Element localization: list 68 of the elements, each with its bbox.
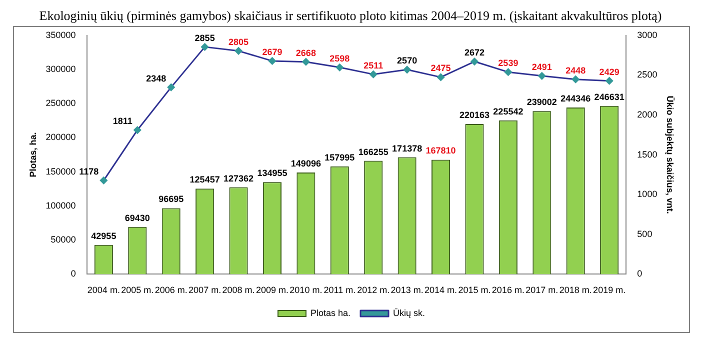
data-label: 2672 xyxy=(464,47,485,58)
data-label: 1811 xyxy=(112,116,132,126)
y-tick-label: 300000 xyxy=(46,64,76,74)
data-label: 220163 xyxy=(459,110,490,120)
x-tick-label: 2019 m. xyxy=(593,285,626,296)
y-tick-label: 250000 xyxy=(46,98,76,108)
data-label: 127362 xyxy=(224,173,254,184)
x-tick-label: 2005 m. xyxy=(121,285,154,296)
data-label: 2805 xyxy=(228,36,249,47)
y-tick-label: 350000 xyxy=(46,30,76,40)
data-label: 2348 xyxy=(146,73,166,84)
data-label: 171378 xyxy=(392,143,422,154)
data-label: 244346 xyxy=(560,93,591,104)
legend-label: Ūkių sk. xyxy=(393,308,426,318)
data-label: 167810 xyxy=(426,146,456,156)
y2-tick-label: 2000 xyxy=(637,109,658,120)
data-label: 2598 xyxy=(330,53,350,64)
x-tick-label: 2018 m. xyxy=(559,285,592,296)
x-tick-label: 2011 m. xyxy=(324,285,356,296)
y2-tick-label: 3000 xyxy=(637,30,658,40)
data-label: 2668 xyxy=(296,48,316,58)
y-tick-label: 50000 xyxy=(50,234,76,245)
y-axis-title: Plotas, ha. xyxy=(28,132,38,178)
data-label: 157995 xyxy=(324,152,355,162)
data-label: 125457 xyxy=(190,174,220,185)
y2-tick-label: 1500 xyxy=(637,149,658,160)
y2-axis-title: Ūkio subjektų skaičius, vnt. xyxy=(665,96,676,214)
y2-tick-label: 1000 xyxy=(637,189,658,200)
x-tick-label: 2010 m. xyxy=(290,285,322,296)
y-tick-label: 150000 xyxy=(46,166,76,176)
x-tick-label: 2016 m. xyxy=(492,285,524,296)
chart-title: Ekologinių ūkių (pirminės gamybos) skaičiaus ir sertifikuoto ploto kitimas 2004–2019 m. (įskaitant akvakultūros plotą) xyxy=(38,8,663,24)
y2-tick-label: 0 xyxy=(637,268,642,279)
data-label: 225542 xyxy=(493,106,524,116)
y2-tick-label: 500 xyxy=(637,228,652,239)
data-label: 2679 xyxy=(262,46,282,57)
data-label: 149096 xyxy=(290,158,321,168)
data-label: 2539 xyxy=(498,58,518,68)
data-label: 1178 xyxy=(79,166,99,176)
x-tick-label: 2004 m. xyxy=(87,285,120,296)
data-label: 42955 xyxy=(91,230,116,241)
x-tick-label: 2013 m. xyxy=(390,285,424,296)
data-label: 69430 xyxy=(124,212,150,223)
data-label: 2511 xyxy=(364,60,384,70)
data-label: 134955 xyxy=(257,168,288,178)
y-tick-label: 200000 xyxy=(46,132,76,142)
x-tick-label: 2006 m. xyxy=(154,285,188,296)
data-label: 96695 xyxy=(158,194,184,204)
y-tick-label: 0 xyxy=(70,268,76,279)
data-label: 2429 xyxy=(599,66,620,77)
x-tick-label: 2008 m. xyxy=(222,285,255,296)
x-tick-label: 2017 m. xyxy=(526,285,558,296)
x-tick-label: 2014 m. xyxy=(424,285,458,296)
data-label: 2570 xyxy=(397,56,418,66)
data-label: 2491 xyxy=(532,62,552,72)
data-label: 166255 xyxy=(358,146,388,157)
x-tick-label: 2015 m. xyxy=(458,285,491,296)
data-label: 239002 xyxy=(526,97,557,108)
data-label: 2855 xyxy=(194,32,215,43)
data-label: 246631 xyxy=(594,92,624,102)
y-tick-label: 100000 xyxy=(46,200,76,210)
data-label: 2448 xyxy=(566,65,586,76)
data-label: 2475 xyxy=(430,63,451,74)
x-tick-label: 2007 m. xyxy=(188,285,222,296)
x-tick-label: 2012 m. xyxy=(357,285,390,296)
x-tick-label: 2009 m. xyxy=(256,285,288,296)
y2-tick-label: 2500 xyxy=(637,70,658,80)
legend-label: Plotas ha. xyxy=(310,308,351,318)
